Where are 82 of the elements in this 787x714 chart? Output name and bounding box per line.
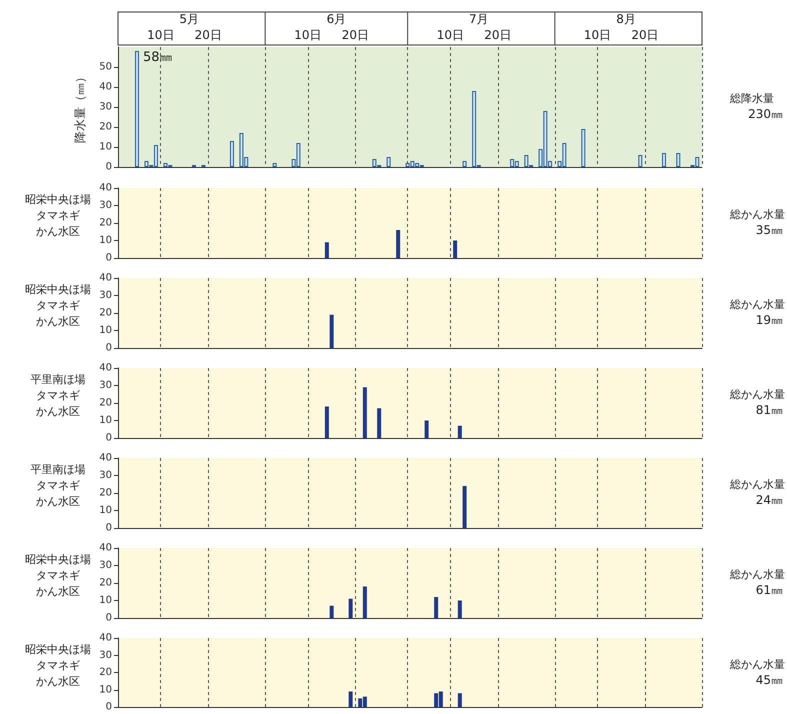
y-axis-title: 平里南ほ場 <box>30 463 86 476</box>
y-tick-label: 0 <box>106 342 112 354</box>
y-tick-label: 30 <box>99 200 112 211</box>
text: 24㎜ <box>756 493 783 507</box>
y-tick-label: 30 <box>99 102 112 112</box>
text: 230㎜ <box>748 107 783 121</box>
y-tick-label: 0 <box>106 162 112 172</box>
x-tick-label: 20日 <box>484 28 512 42</box>
text: かん水区 <box>36 225 80 238</box>
x-tick-label: 20日 <box>194 28 222 42</box>
y-tick-label: 10 <box>99 142 112 152</box>
y-tick-label: 30 <box>99 290 112 301</box>
text: 総かん水量 <box>729 208 785 221</box>
y-tick-label: 40 <box>99 452 112 464</box>
text: 35㎜ <box>756 223 783 237</box>
y-tick-label: 40 <box>99 542 112 554</box>
y-tick-label: 20 <box>99 488 112 498</box>
text: 総かん水量 <box>729 388 785 401</box>
y-tick-label: 20 <box>99 122 112 132</box>
y-tick-label: 40 <box>99 632 112 644</box>
x2-tick-label: 7月 <box>469 12 489 26</box>
y-tick-label: 40 <box>99 182 112 194</box>
y-axis-title: 平里南ほ場 <box>30 373 86 386</box>
y-tick-label: 30 <box>99 470 112 481</box>
text: かん水区 <box>36 675 80 688</box>
y-tick-label: 20 <box>99 218 112 228</box>
y-tick-label: 20 <box>99 308 112 318</box>
text: 総かん水量 <box>729 658 785 671</box>
text: 総かん水量 <box>729 298 785 311</box>
y-tick-label: 0 <box>106 702 112 712</box>
text: タマネギ <box>36 209 80 222</box>
x-tick-label: 10日 <box>436 28 464 42</box>
text: 総かん水量 <box>729 568 785 581</box>
x2-tick-label: 8月 <box>616 12 636 26</box>
text: 総かん水量 <box>729 478 785 491</box>
text: 19㎜ <box>756 313 783 327</box>
text: タマネギ <box>36 659 80 672</box>
text: タマネギ <box>36 299 80 312</box>
x2-tick-label: 5月 <box>179 12 200 26</box>
text: タマネギ <box>36 569 80 582</box>
text: 61㎜ <box>756 583 783 597</box>
y-tick-label: 40 <box>99 272 112 284</box>
y-tick-label: 0 <box>106 522 112 534</box>
y-tick-label: 20 <box>99 578 112 588</box>
y-tick-label: 10 <box>99 505 112 516</box>
x2-tick-label: 6月 <box>326 12 346 26</box>
x-tick-label: 10日 <box>584 28 612 42</box>
y-axis-title: 昭栄中央ほ場 <box>25 283 91 296</box>
x-tick-label: 10日 <box>147 28 174 42</box>
y-tick-label: 0 <box>106 612 112 624</box>
text: タマネギ <box>36 389 80 402</box>
y-tick-label: 10 <box>99 595 112 606</box>
y-tick-label: 20 <box>99 667 112 678</box>
y-tick-label: 30 <box>99 650 112 661</box>
text: 総降水量 <box>729 92 774 105</box>
y-tick-label: 40 <box>99 82 112 92</box>
text: かん水区 <box>36 495 80 508</box>
y-tick-label: 10 <box>99 325 112 336</box>
y-axis-title: 降水量（㎜） <box>73 71 87 143</box>
x-tick-label: 20日 <box>631 28 659 42</box>
x-tick-label: 10日 <box>294 28 322 42</box>
y-tick-label: 40 <box>99 362 112 374</box>
y-tick-label: 10 <box>99 235 112 246</box>
text: かん水区 <box>36 405 80 418</box>
text: 81㎜ <box>756 403 783 417</box>
y-axis-title: 昭栄中央ほ場 <box>25 553 91 566</box>
y-tick-label: 20 <box>99 398 112 408</box>
text: タマネギ <box>36 479 80 492</box>
y-tick-label: 30 <box>99 560 112 571</box>
y-axis-title: 昭栄中央ほ場 <box>25 643 91 656</box>
y-tick-label: 0 <box>106 252 112 264</box>
y-axis-title: 昭栄中央ほ場 <box>25 193 91 206</box>
text: かん水区 <box>36 315 80 328</box>
annotation: 58㎜ <box>142 50 173 65</box>
y-tick-label: 50 <box>99 62 112 72</box>
y-tick-label: 0 <box>106 432 112 444</box>
y-tick-label: 30 <box>99 380 112 391</box>
text: 45㎜ <box>756 673 783 687</box>
y-tick-label: 10 <box>99 684 112 696</box>
text: かん水区 <box>36 585 80 598</box>
y-tick-label: 10 <box>99 415 112 426</box>
x-tick-label: 20日 <box>342 28 370 42</box>
